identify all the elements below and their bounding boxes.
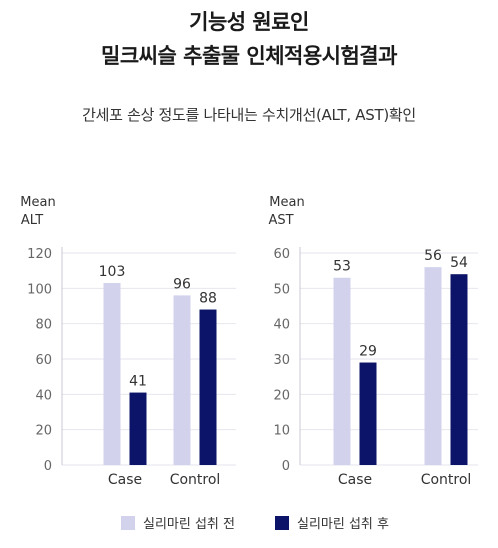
- x-tick-label: Case: [108, 472, 142, 488]
- legend-item-after: 실리마린 섭취 후: [275, 513, 389, 532]
- alt-chart: Mean ALT 0 20 40 60 80 100 120 103 41 Case 96 88 Contr…: [20, 195, 236, 488]
- y-tick-label: 10: [273, 424, 290, 439]
- bar-value-label: 53: [333, 259, 351, 275]
- y-tick-label: 80: [35, 318, 52, 333]
- bar: [359, 362, 377, 465]
- y-tick-label: 0: [44, 459, 52, 474]
- bar-value-label: 54: [450, 255, 468, 271]
- bar: [424, 267, 442, 465]
- title-line-1: 기능성 원료인: [189, 10, 309, 34]
- bar: [103, 283, 121, 465]
- legend-swatch-after: [275, 515, 289, 530]
- y-axis-label-line2: ALT: [21, 213, 43, 228]
- y-tick-label: 60: [35, 353, 52, 368]
- y-tick-label: 120: [27, 247, 52, 262]
- y-tick-label: 0: [282, 459, 290, 474]
- bar: [199, 309, 217, 465]
- x-tick-label: Control: [421, 472, 472, 488]
- y-tick-label: 40: [273, 318, 290, 333]
- bar-value-label: 103: [99, 264, 126, 280]
- y-tick-label: 50: [273, 282, 290, 297]
- y-tick-label: 60: [273, 247, 290, 262]
- bar: [173, 295, 191, 465]
- y-tick-label: 20: [35, 424, 52, 439]
- y-tick-label: 20: [273, 388, 290, 403]
- y-axis-label-line1: Mean: [20, 195, 55, 210]
- y-tick-label: 100: [27, 282, 52, 297]
- bar-value-label: 96: [173, 276, 191, 292]
- bar-value-label: 41: [129, 374, 147, 390]
- x-tick-label: Case: [338, 472, 372, 488]
- legend-label-before: 실리마린 섭취 전: [143, 517, 235, 532]
- subtitle: 간세포 손상 정도를 나타내는 수치개선(ALT, AST)확인: [82, 106, 416, 124]
- bar: [129, 392, 147, 465]
- bar-value-label: 56: [424, 248, 442, 264]
- y-tick-label: 40: [35, 388, 52, 403]
- ast-chart: Mean AST 0 10 20 30 40 50 60 53 29 Case 56 54 Control: [268, 195, 478, 488]
- y-axis-label-line2: AST: [268, 213, 293, 228]
- bar-value-label: 88: [199, 291, 217, 307]
- bar: [333, 277, 351, 465]
- title-line-2: 밀크씨슬 추출물 인체적용시험결과: [101, 44, 397, 68]
- y-tick-label: 30: [273, 353, 290, 368]
- legend-label-after: 실리마린 섭취 후: [297, 517, 389, 532]
- legend-item-before: 실리마린 섭취 전: [121, 513, 235, 532]
- bar: [450, 274, 468, 465]
- legend-swatch-before: [121, 515, 135, 530]
- bar-value-label: 29: [359, 344, 377, 360]
- y-axis-label-line1: Mean: [269, 195, 304, 210]
- x-tick-label: Control: [170, 472, 221, 488]
